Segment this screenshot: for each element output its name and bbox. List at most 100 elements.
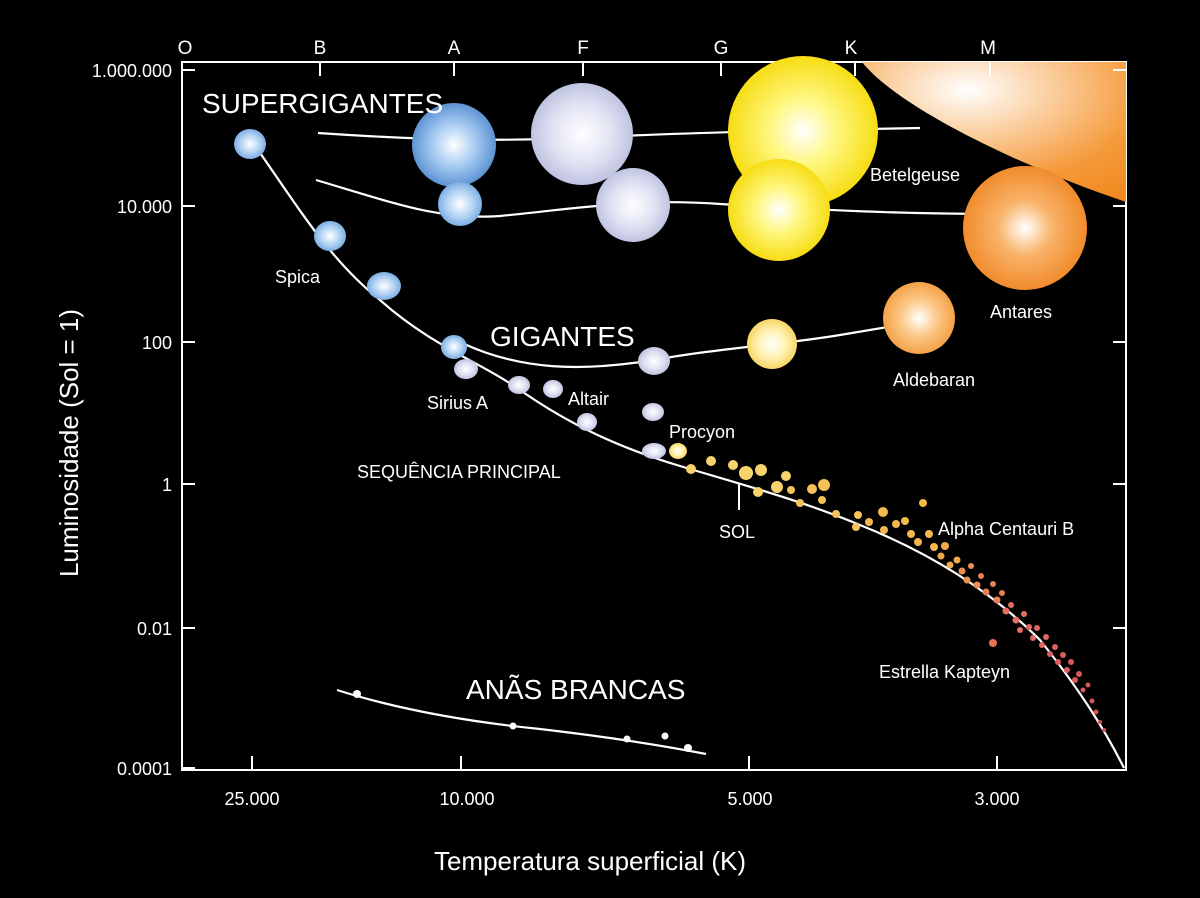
altair-star [543,380,563,398]
y-axis-ticks [182,69,1126,769]
white-dwarf-track [336,688,707,756]
dwarf-star [1089,698,1095,704]
dwarf-star [946,561,954,569]
supergiant-star-G-lower [728,159,830,261]
dwarf-star [1080,687,1086,693]
dwarf-star [941,542,949,550]
spica-star [314,221,346,251]
main-sequence-star [577,413,597,431]
x-tick-label: 5.000 [727,789,772,809]
dwarf-star [892,520,900,528]
supergiant-star-F-lower [596,168,670,242]
giant-star-F [638,347,670,375]
dwarf-star [787,486,795,494]
antares-star [963,166,1087,290]
procyon-label: Procyon [669,422,735,442]
dwarf-star [1098,720,1102,724]
dwarf-star [755,464,767,476]
main-sequence-star [508,376,530,394]
x-tick-label: 3.000 [974,789,1019,809]
dwarf-star [1017,627,1023,633]
dwarf-star [807,484,817,494]
main-sequence-star [669,443,687,459]
dwarf-star [852,523,860,531]
spectral-class-label: M [980,38,996,59]
dwarf-star [907,530,915,538]
dwarf-star [878,507,888,517]
dwarf-star [982,588,990,596]
dwarf-star [1021,611,1027,617]
spectral-class-label: O [178,38,193,59]
sirius-a-star [441,335,467,359]
dwarf-star [706,456,716,466]
dwarf-star [832,510,840,518]
procyon-star [642,443,666,459]
main-sequence-track [257,149,1125,769]
y-tick-label: 1.000.000 [92,61,172,81]
dwarf-star [1085,682,1091,688]
dwarf-star [818,479,830,491]
dwarf-star [930,543,938,551]
dwarf-star [686,464,696,474]
x-tick-labels: 25.000 10.000 5.000 3.000 [224,789,1019,809]
dwarf-star [1047,651,1053,657]
dwarf-star [1039,642,1045,648]
dwarf-star [781,471,791,481]
spectral-class-label: B [314,38,327,59]
dwarf-star [1072,677,1078,683]
spectral-class-label: A [448,38,461,59]
dwarf-star [999,590,1005,596]
spectral-class-label: G [714,38,729,59]
y-axis-title: Luminosidade (Sol = 1) [54,309,84,577]
dwarf-star [728,460,738,470]
dwarf-star [854,511,862,519]
aldebaran-star [883,282,955,354]
dwarf-star [1064,667,1070,673]
alpha-centauri-b-label: Alpha Centauri B [938,519,1074,539]
x-axis-title: Temperatura superficial (K) [434,846,746,876]
dwarf-star [1008,602,1014,608]
dwarf-star [919,499,927,507]
dwarf-star [963,576,971,584]
dwarf-star [937,552,945,560]
spectral-class-label: F [577,38,589,59]
main-sequence-star [454,359,478,379]
y-tick-labels: 1.000.000 10.000 100 1 0.01 0.0001 [92,61,172,779]
supergiant-stars [412,56,1087,290]
dwarf-star [901,517,909,525]
supergiant-star-A-lower [438,182,482,226]
dwarf-star [1002,607,1010,615]
dwarf-star [1055,659,1061,665]
dwarf-star [796,499,804,507]
giant-star-G [747,319,797,369]
dwarf-star [1034,625,1040,631]
x-axis-ticks [251,756,998,770]
supergiant-star-F-upper [531,83,633,185]
spectral-class-label: K [845,38,858,59]
sirius-a-label: Sirius A [427,393,488,413]
dwarf-star [753,487,763,497]
spectral-ticks [319,62,991,76]
y-tick-label: 1 [162,475,172,495]
dwarf-star [1102,728,1106,732]
main-sequence-stars [234,129,687,459]
dwarf-star [1093,709,1099,715]
y-tick-label: 10.000 [117,197,172,217]
y-tick-label: 0.01 [137,619,172,639]
dwarf-star [989,639,997,647]
white-dwarf-stars [353,690,692,752]
dwarf-star [1030,635,1036,641]
dwarf-star [880,526,888,534]
white-dwarf-star [661,732,669,740]
giants-label: GIGANTES [490,321,635,352]
supergiants-label: SUPERGIGANTES [202,88,443,119]
main-sequence-star [367,272,401,300]
dwarf-star [1060,652,1066,658]
main-sequence-dwarf-stars [686,456,1106,732]
dwarf-star [993,596,1001,604]
dwarf-star [990,581,996,587]
white-dwarf-star [623,735,631,743]
sun-label: SOL [719,522,755,542]
white-dwarfs-label: ANÃS BRANCAS [466,674,685,705]
